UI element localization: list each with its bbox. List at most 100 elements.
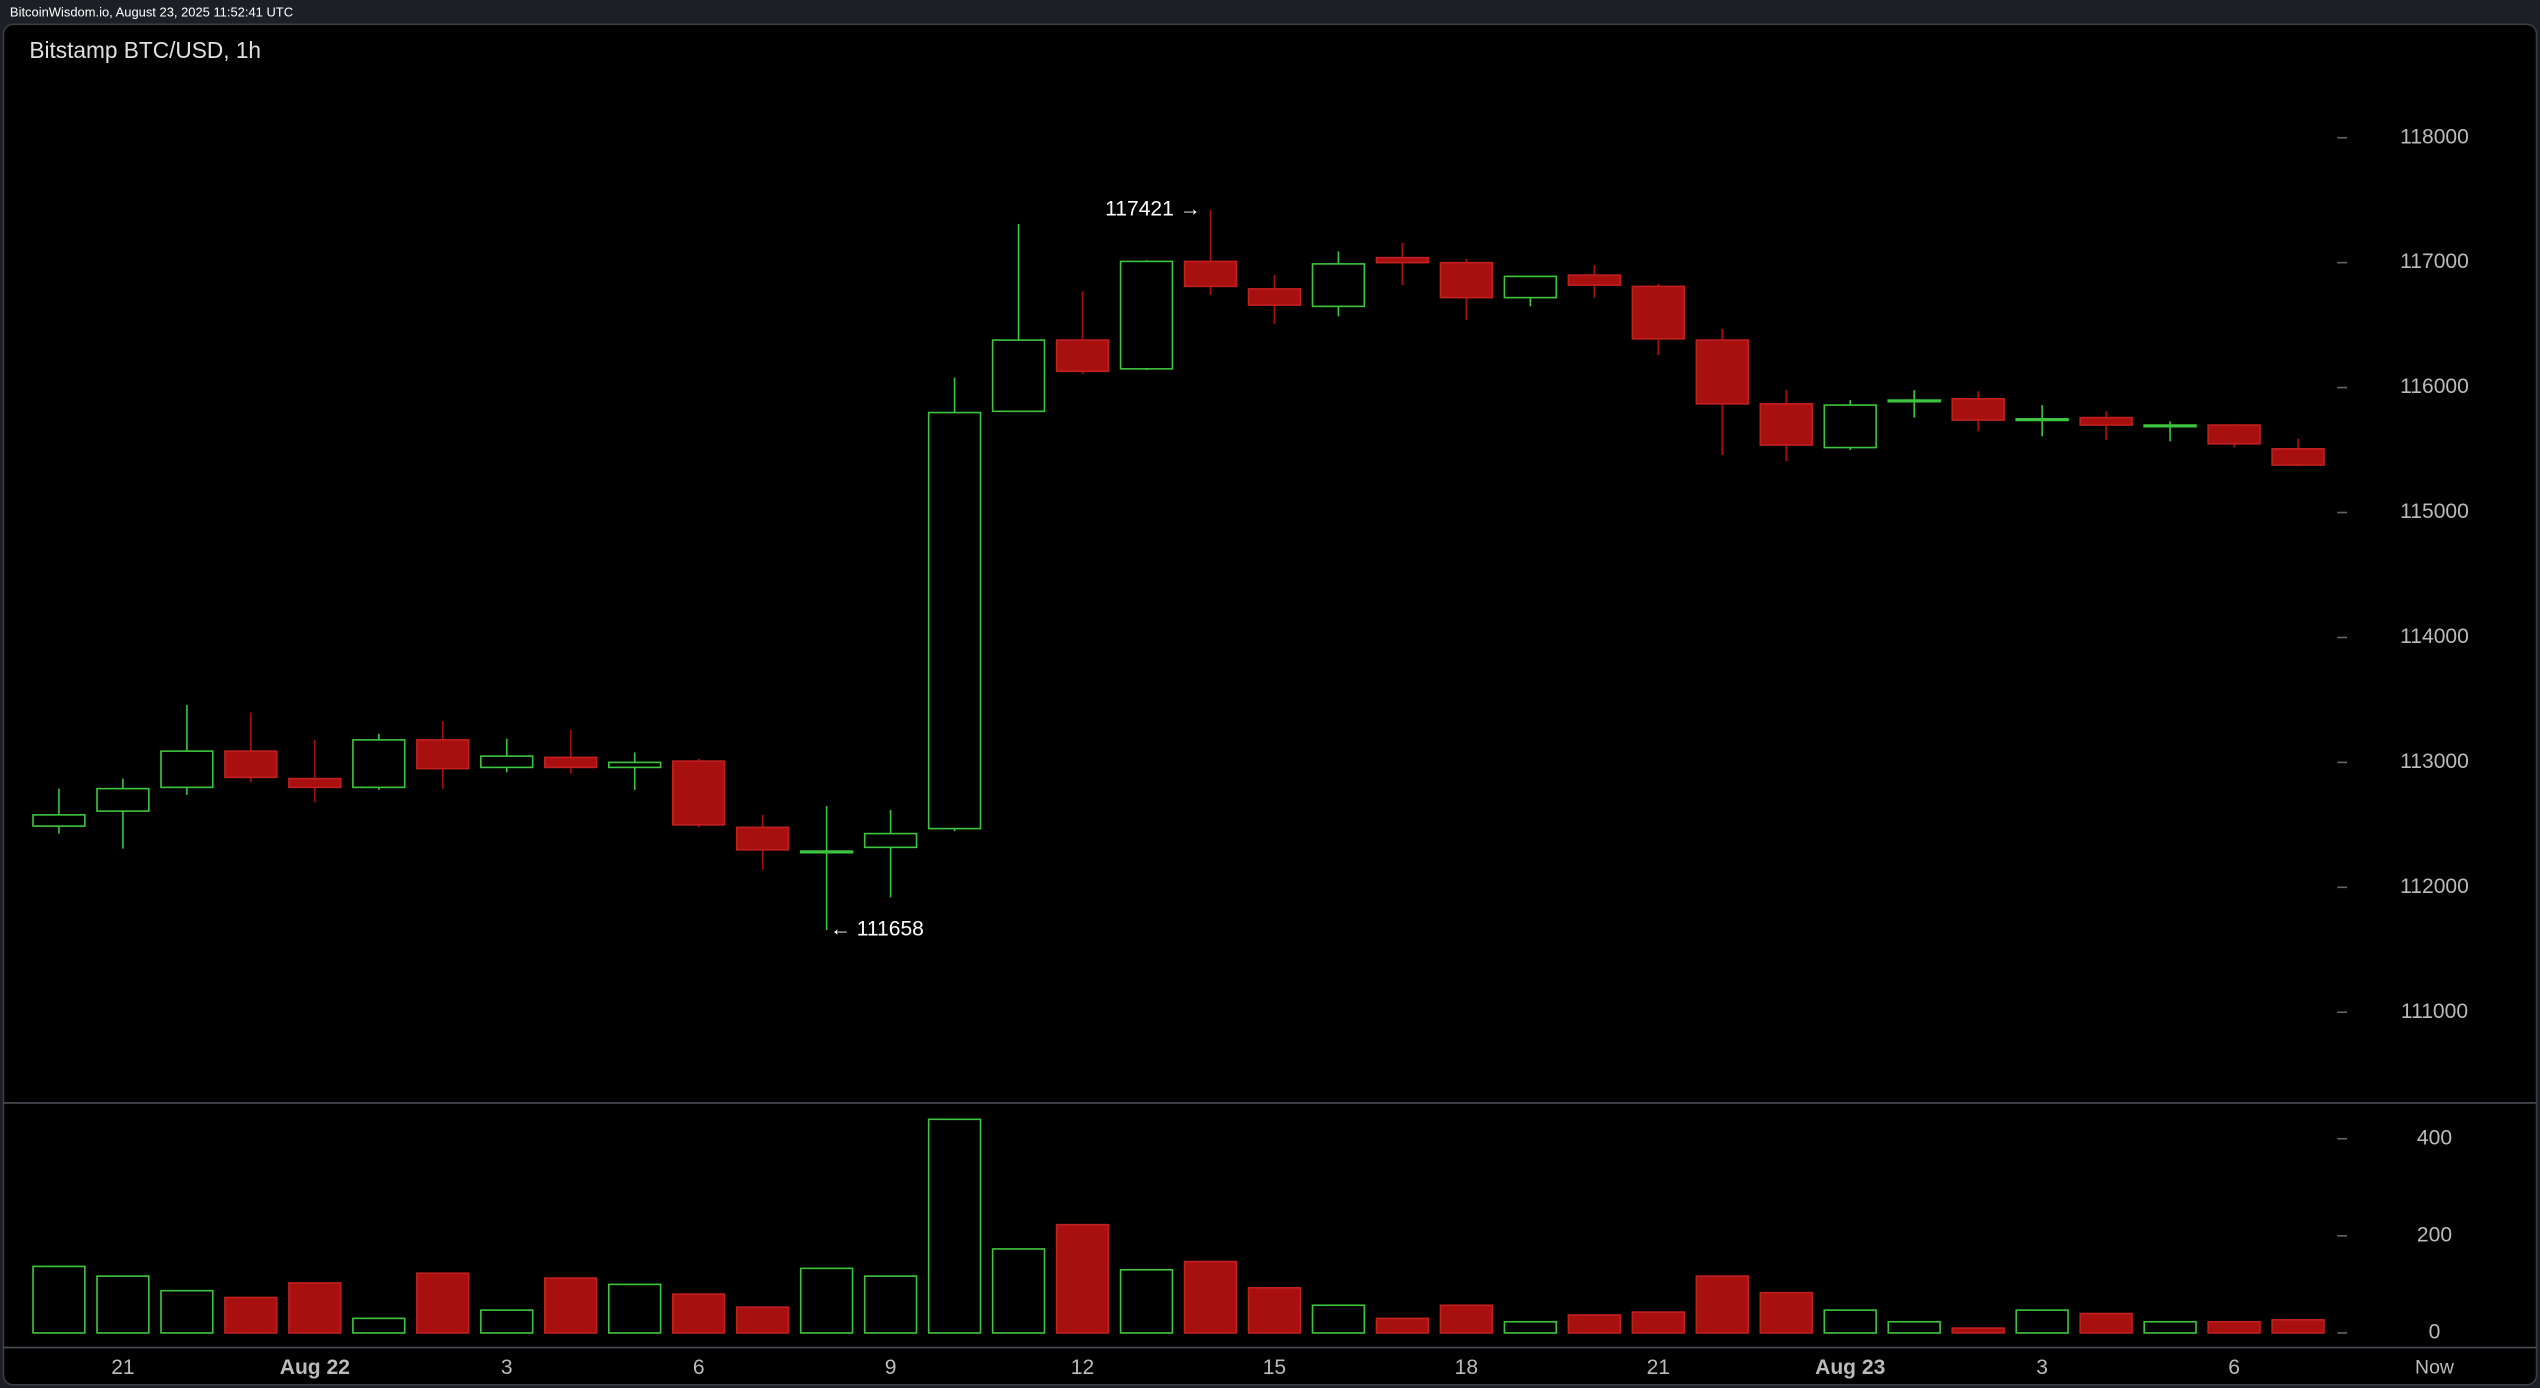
volume-bar xyxy=(607,1283,662,1334)
volume-bar xyxy=(160,1289,214,1334)
volume-bar xyxy=(1887,1320,1941,1334)
volume-bar xyxy=(1183,1260,1238,1334)
candle-body xyxy=(735,826,790,851)
now-label: Now xyxy=(2415,1357,2455,1379)
volume-bar xyxy=(991,1248,1046,1334)
y-tick-label: 116000 xyxy=(2400,375,2469,398)
volume-bar xyxy=(2143,1320,2197,1334)
candle-body xyxy=(1375,256,1430,264)
candle-body xyxy=(416,739,470,770)
y-tick-label: 115000 xyxy=(2400,500,2469,523)
candle-body xyxy=(1951,398,2005,421)
x-tick-label: 6 xyxy=(693,1356,705,1379)
high-annotation: 117421 → xyxy=(1105,198,1201,221)
volume-bar xyxy=(1567,1314,1622,1334)
volume-bar xyxy=(1631,1311,1686,1334)
volume-bar xyxy=(735,1306,790,1334)
candle-body xyxy=(2143,424,2197,428)
y-tick-label: 112000 xyxy=(2400,875,2469,898)
volume-bar xyxy=(1055,1223,1110,1334)
candle-body xyxy=(799,850,854,854)
y-tick-label: 117000 xyxy=(2400,250,2469,273)
candle-body xyxy=(160,750,214,789)
volume-bar xyxy=(96,1275,150,1334)
candle-body xyxy=(927,411,982,830)
volume-tick-label: 0 xyxy=(2429,1320,2441,1343)
candle-body xyxy=(863,832,918,849)
volume-bar xyxy=(1951,1327,2005,1334)
candle-body xyxy=(352,739,406,789)
volume-bar xyxy=(1439,1304,1494,1334)
x-tick-label: 3 xyxy=(2036,1356,2048,1379)
chart-title: Bitstamp BTC/USD, 1h xyxy=(29,37,261,63)
candle-body xyxy=(1183,260,1238,288)
x-tick-label: 9 xyxy=(885,1356,897,1379)
candle-body xyxy=(1695,339,1749,405)
candle-body xyxy=(2079,416,2133,426)
volume-bar xyxy=(671,1293,726,1334)
candle-body xyxy=(607,761,662,769)
low-annotation: ← 111658 xyxy=(830,918,924,941)
volume-tick-label: 400 xyxy=(2417,1126,2452,1149)
candle-body xyxy=(1439,261,1494,299)
volume-bar xyxy=(2207,1320,2261,1334)
volume-bar xyxy=(352,1317,406,1334)
volume-tick-label: 200 xyxy=(2417,1223,2452,1246)
header-text: BitcoinWisdom.io, August 23, 2025 11:52:… xyxy=(10,4,293,19)
volume-bar xyxy=(1119,1269,1174,1334)
candle-body xyxy=(96,787,150,812)
candle-body xyxy=(1631,285,1686,340)
candle-body xyxy=(1823,404,1877,449)
volume-bar xyxy=(480,1309,534,1334)
volume-bar xyxy=(1311,1304,1366,1334)
x-tick-label: 21 xyxy=(1647,1356,1670,1379)
candle-body xyxy=(2015,418,2069,422)
candle-body xyxy=(288,777,342,789)
volume-bar xyxy=(288,1282,342,1334)
volume-bar xyxy=(2271,1319,2325,1334)
candle-body xyxy=(1119,260,1174,370)
volume-bar xyxy=(224,1296,278,1334)
candle-body xyxy=(1503,275,1558,299)
candle-body xyxy=(1887,399,1941,403)
y-tick-label: 111000 xyxy=(2401,1000,2468,1023)
chart-panel xyxy=(2,23,2538,1386)
x-tick-label: 3 xyxy=(501,1356,513,1379)
volume-bar xyxy=(1759,1291,1813,1334)
candle-body xyxy=(671,760,726,826)
candle-body xyxy=(1055,339,1110,373)
volume-bar xyxy=(927,1118,982,1334)
volume-bar xyxy=(863,1275,918,1334)
volume-bar xyxy=(2015,1309,2069,1334)
volume-bar xyxy=(416,1272,470,1334)
volume-bar xyxy=(2079,1312,2133,1334)
volume-bar xyxy=(799,1267,854,1334)
candle-body xyxy=(480,755,534,769)
candle-body xyxy=(544,756,598,769)
volume-bar xyxy=(32,1265,86,1334)
x-tick-label: Aug 22 xyxy=(280,1356,350,1379)
y-tick-label: 113000 xyxy=(2400,750,2469,773)
candle-body xyxy=(991,339,1046,413)
candle-body xyxy=(1311,263,1366,308)
candle-body xyxy=(1759,403,1813,446)
candle-body xyxy=(1567,274,1622,286)
y-tick-label: 118000 xyxy=(2400,125,2469,148)
candle-body xyxy=(2271,447,2325,466)
volume-bar xyxy=(1247,1286,1302,1334)
volume-bar xyxy=(1823,1309,1877,1334)
x-tick-label: 18 xyxy=(1455,1356,1478,1379)
volume-bar xyxy=(1503,1320,1558,1334)
x-tick-label: 15 xyxy=(1263,1356,1286,1379)
volume-bar xyxy=(1375,1317,1430,1334)
y-tick-label: 114000 xyxy=(2400,625,2469,648)
x-tick-label: 21 xyxy=(111,1356,134,1379)
candle-body xyxy=(224,750,278,779)
x-tick-label: Aug 23 xyxy=(1815,1356,1885,1379)
volume-bar xyxy=(544,1277,598,1334)
candle-body xyxy=(32,814,86,827)
x-tick-label: 12 xyxy=(1071,1356,1094,1379)
x-tick-label: 6 xyxy=(2228,1356,2240,1379)
